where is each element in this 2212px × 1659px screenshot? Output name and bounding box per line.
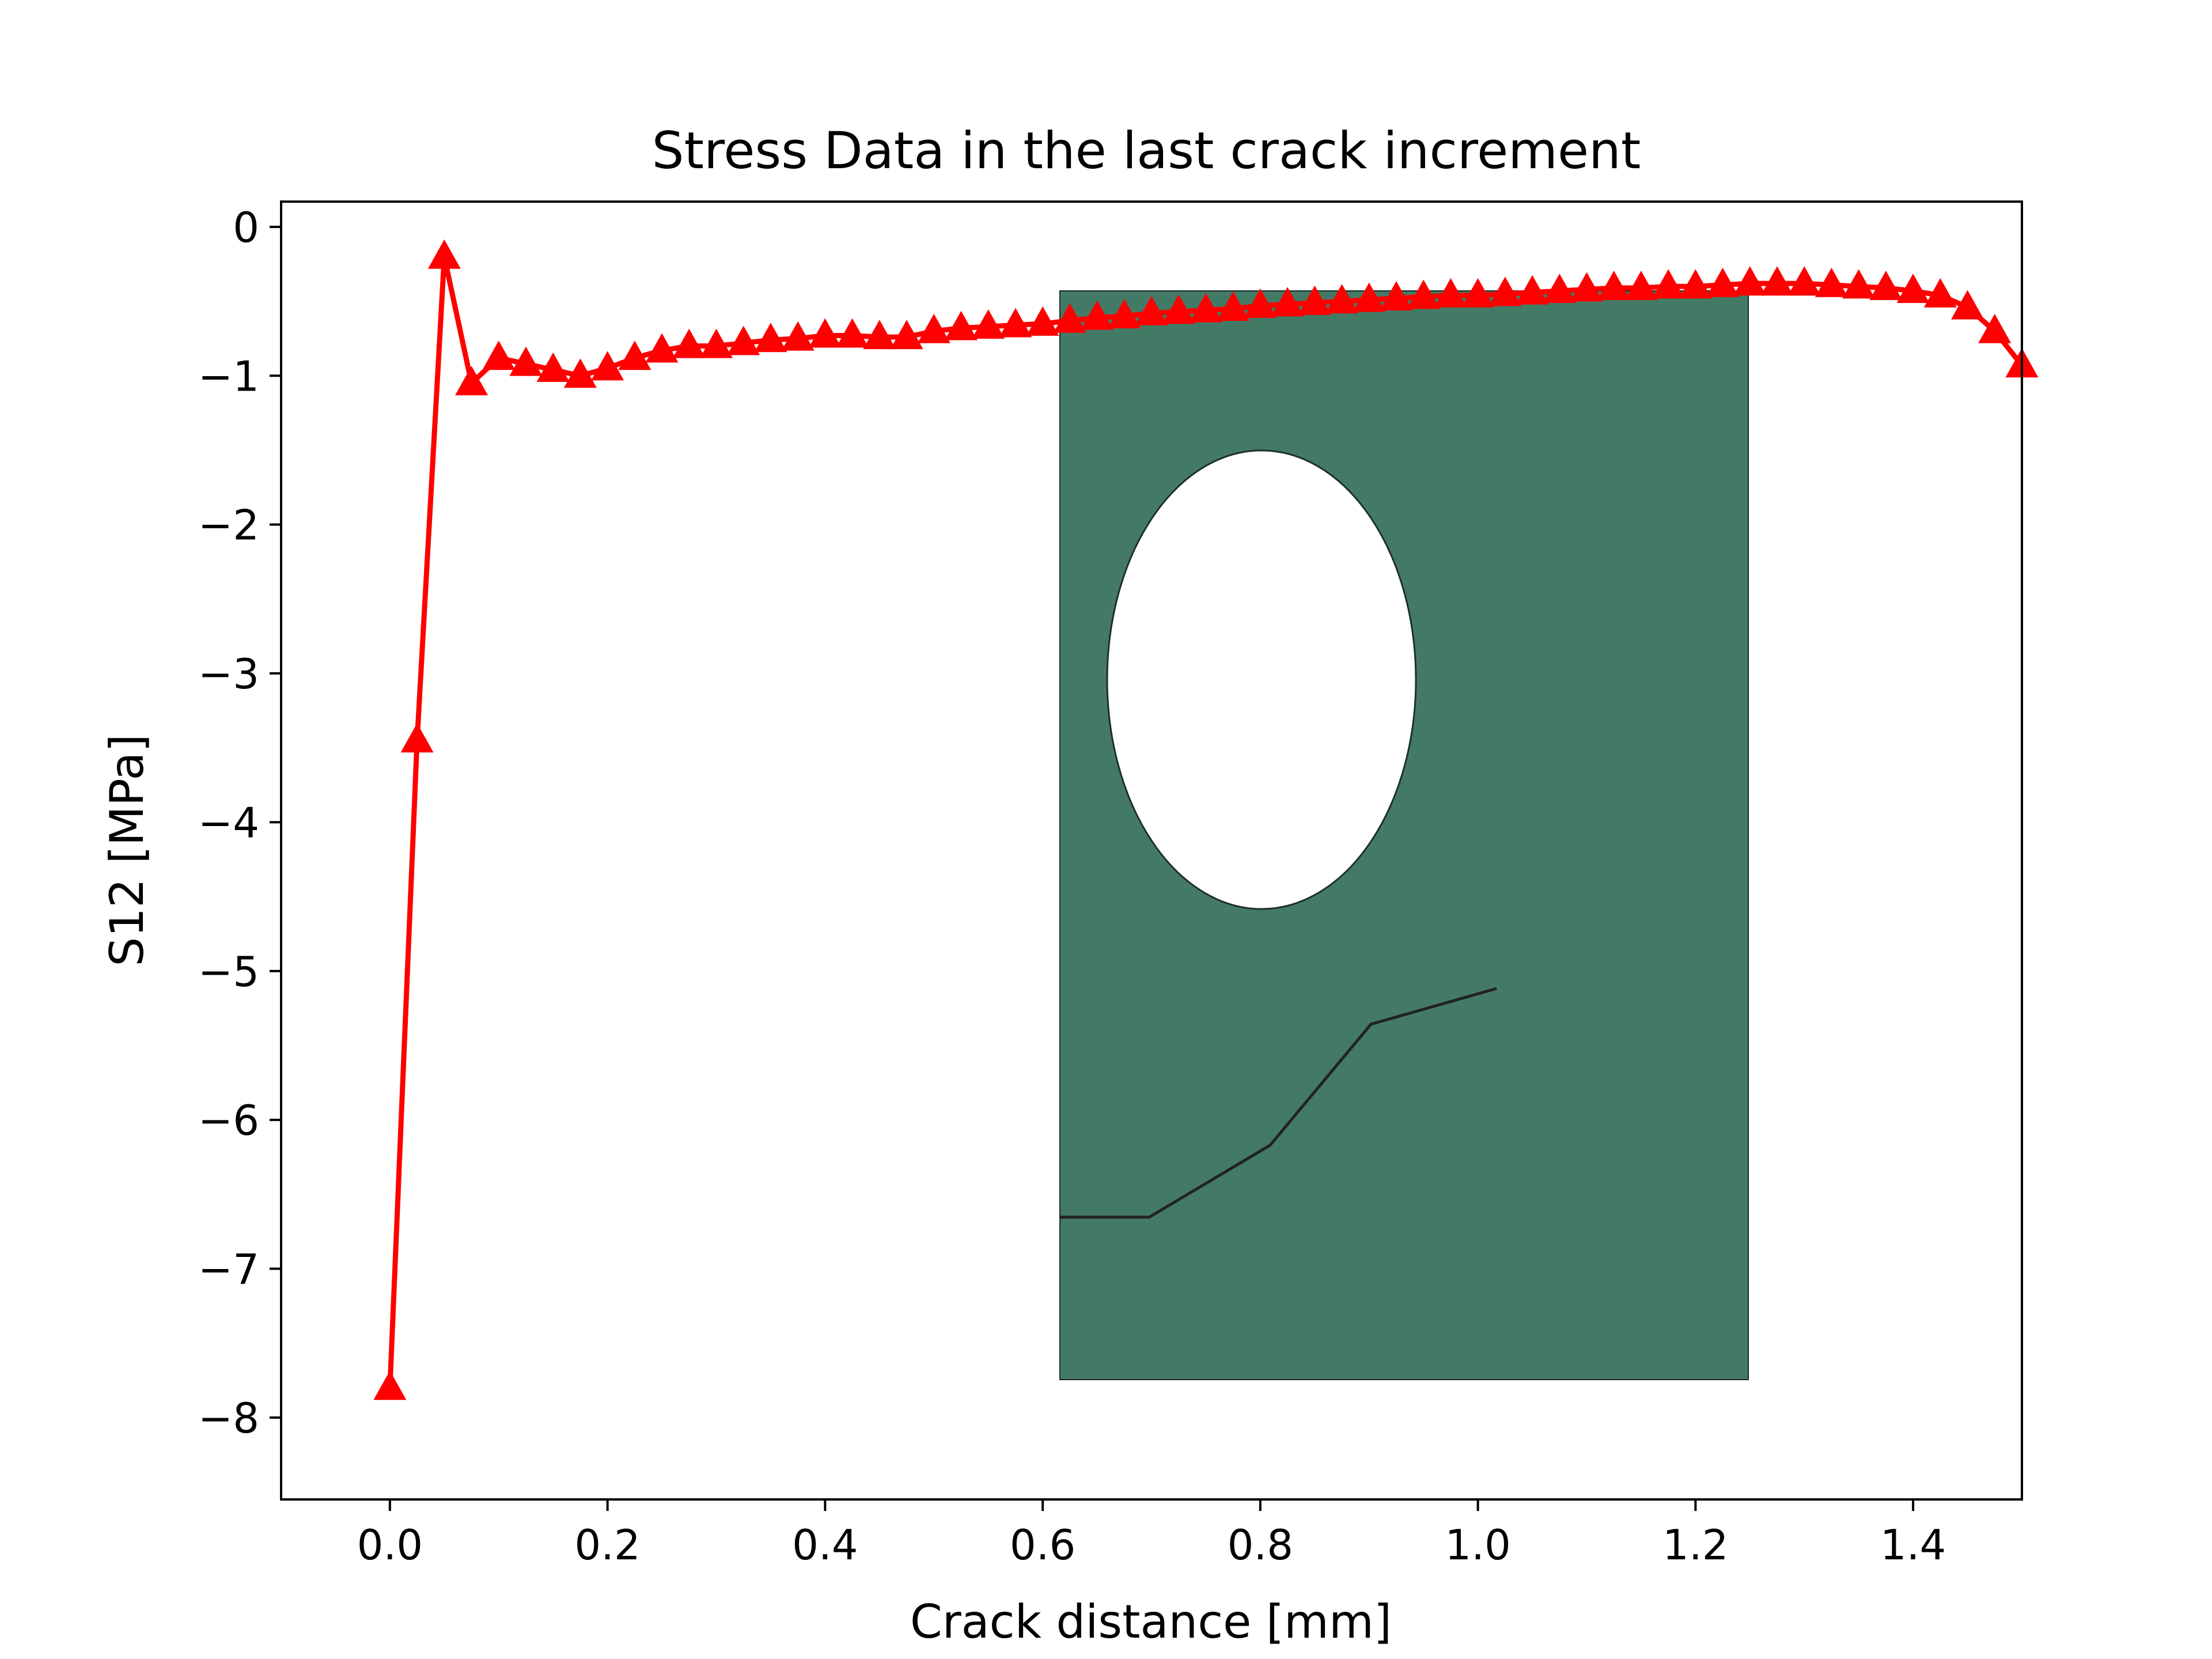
data-point-marker	[1951, 290, 1984, 320]
data-point-marker	[1298, 285, 1331, 315]
data-point-marker	[972, 309, 1005, 339]
data-point-marker	[1053, 303, 1086, 333]
data-point-marker	[1407, 279, 1440, 309]
data-point-marker	[1353, 282, 1386, 312]
data-point-marker	[1543, 274, 1576, 304]
data-point-marker	[1679, 269, 1712, 299]
data-point-marker	[1815, 267, 1848, 297]
data-point-marker	[1733, 266, 1767, 296]
x-tick-label: 0.2	[574, 1521, 641, 1569]
data-point-marker	[1923, 278, 1957, 308]
data-point-marker	[509, 346, 543, 376]
data-point-marker	[536, 352, 570, 382]
data-point-marker	[917, 313, 950, 343]
data-point-marker	[999, 308, 1032, 338]
x-axis-ticks: 0.0 0.2 0.4 0.6 0.8 1.0 1.2 1.4	[357, 1499, 1946, 1569]
x-tick-label: 1.4	[1880, 1521, 1946, 1569]
data-point-marker	[1652, 269, 1685, 299]
y-tick-label: −2	[198, 501, 259, 550]
data-point-marker	[1488, 276, 1522, 306]
chart-title: Stress Data in the last crack increment	[652, 121, 1641, 180]
y-tick-label: −7	[198, 1245, 259, 1294]
data-point-marker	[1624, 270, 1658, 300]
x-tick-label: 1.0	[1445, 1521, 1511, 1569]
y-tick-label: −8	[198, 1394, 259, 1442]
y-tick-label: −6	[198, 1096, 259, 1145]
data-point-marker	[1760, 266, 1794, 296]
x-tick-label: 0.4	[792, 1521, 858, 1569]
data-point-marker	[482, 340, 516, 370]
data-point-marker	[618, 340, 652, 370]
data-point-marker	[1380, 281, 1413, 310]
data-point-marker	[1325, 284, 1359, 314]
data-point-marker	[1516, 275, 1549, 305]
plate-hole	[1106, 449, 1417, 910]
data-point-marker	[890, 320, 923, 350]
data-point-marker	[781, 321, 815, 351]
y-tick-label: −3	[198, 650, 259, 698]
data-point-marker	[1189, 293, 1222, 323]
data-point-marker	[754, 323, 787, 353]
x-tick-label: 0.0	[357, 1521, 423, 1569]
data-point-marker	[808, 318, 842, 348]
data-point-marker	[1706, 267, 1740, 297]
data-point-marker	[373, 1370, 407, 1400]
plate-with-hole-crack-icon	[1059, 290, 1749, 1380]
crack-path	[1060, 987, 1497, 1219]
data-point-marker	[1244, 288, 1277, 318]
data-point-marker	[1135, 296, 1168, 325]
x-tick-label: 0.6	[1010, 1521, 1076, 1569]
data-point-marker	[1461, 278, 1495, 308]
data-point-marker	[1217, 291, 1250, 321]
series-layer	[373, 239, 2039, 1400]
data-point-marker	[1271, 287, 1304, 317]
data-point-marker	[1026, 306, 1059, 336]
data-point-marker	[1978, 313, 2012, 343]
data-point-marker	[944, 310, 978, 340]
data-point-marker	[700, 328, 733, 358]
data-point-marker	[672, 328, 706, 358]
data-point-marker	[1787, 266, 1821, 296]
x-axis-label: Crack distance [mm]	[910, 1595, 1392, 1649]
data-point-marker	[863, 320, 896, 350]
data-point-marker	[1597, 270, 1631, 300]
data-point-marker	[427, 239, 461, 269]
data-point-marker	[1869, 270, 1903, 300]
x-tick-label: 1.2	[1662, 1521, 1729, 1569]
data-point-marker	[1842, 269, 1876, 299]
y-tick-label: −1	[198, 352, 259, 400]
data-point-marker	[836, 318, 869, 348]
data-point-marker	[1162, 294, 1195, 324]
y-tick-label: −4	[198, 798, 259, 847]
data-point-marker	[727, 325, 760, 355]
data-point-marker	[645, 333, 679, 363]
data-point-marker	[400, 723, 434, 753]
y-axis-ticks: 0 −1 −2 −3 −4 −5 −6 −7 −8	[198, 203, 281, 1442]
y-axis-label: S12 [MPa]	[100, 734, 154, 966]
y-tick-label: −5	[198, 948, 259, 996]
data-point-marker	[1108, 298, 1141, 328]
y-tick-label: 0	[233, 203, 259, 252]
data-point-marker	[591, 351, 624, 381]
data-point-marker	[1896, 274, 1930, 304]
x-tick-label: 0.8	[1228, 1521, 1294, 1569]
data-point-marker	[1570, 272, 1603, 302]
data-point-marker	[1081, 300, 1114, 330]
plot-frame	[280, 200, 2023, 1501]
data-point-marker	[563, 358, 597, 388]
data-point-marker	[455, 366, 488, 396]
data-point-marker	[1434, 278, 1467, 308]
